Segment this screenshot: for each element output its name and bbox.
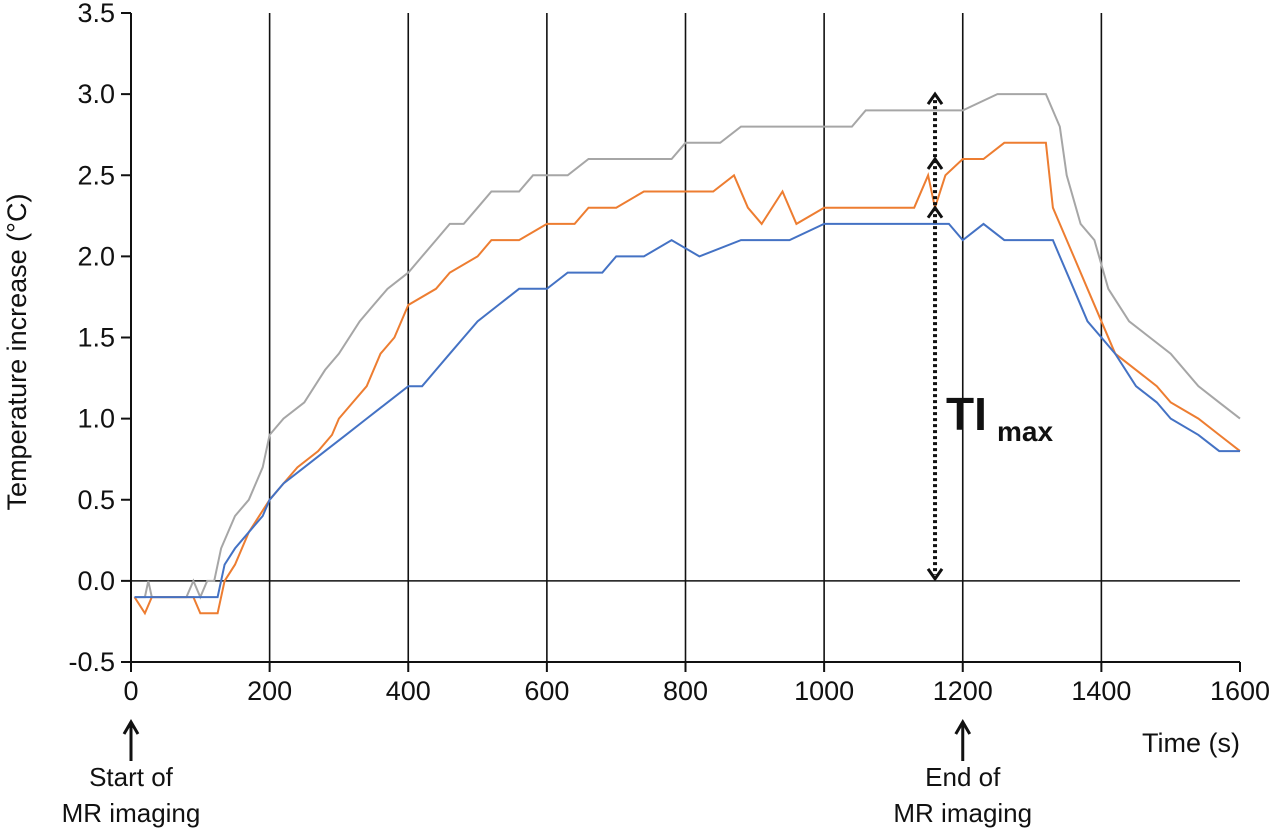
annotation-layer: TI max Start of MR imaging End of MR imaging [62, 91, 1053, 828]
series-line-1 [134, 93, 1241, 600]
x-axis-title: Time (s) [1142, 728, 1240, 758]
x-tick-label: 600 [524, 676, 569, 706]
timax-label: TI [946, 388, 987, 440]
y-tick-label: -0.5 [68, 647, 115, 677]
y-tick-label: 1.0 [77, 404, 115, 434]
end-label-line1: End of [925, 762, 1001, 792]
labels-layer: -0.5 0.0 0.5 1.0 1.5 2.0 2.5 3.0 3.5 0 200 400 600 80… [68, 0, 1270, 706]
start-label-line2: MR imaging [62, 798, 201, 828]
x-tick-label: 1600 [1210, 676, 1270, 706]
x-tick-label: 1400 [1071, 676, 1131, 706]
timax-arrowhead-up [926, 156, 944, 170]
y-tick-label: 3.0 [77, 79, 115, 109]
series-line-2 [133, 141, 1241, 616]
grid-layer [131, 13, 1240, 662]
end-label-line2: MR imaging [893, 798, 1032, 828]
x-tick-label: 1000 [794, 676, 854, 706]
y-tick-label: 0.5 [77, 485, 115, 515]
y-tick-label: 2.5 [77, 160, 115, 190]
series-line-3 [134, 222, 1240, 599]
timax-subscript: max [997, 416, 1053, 447]
timax-arrowhead-up [926, 205, 944, 219]
start-label-line1: Start of [89, 762, 174, 792]
y-tick-label: 1.5 [77, 323, 115, 353]
y-tick-label: 3.5 [77, 0, 115, 28]
x-tick-label: 200 [247, 676, 292, 706]
x-tick-label: 400 [386, 676, 431, 706]
y-axis-title: Temperature increase (°C) [2, 194, 32, 511]
axes-layer [121, 12, 1241, 672]
timax-arrowhead-down [926, 568, 944, 582]
y-tick-label: 0.0 [77, 566, 115, 596]
series-layer [133, 93, 1241, 616]
y-tick-label: 2.0 [77, 241, 115, 271]
start-marker-arrowhead [122, 719, 140, 735]
timax-arrowhead-up [926, 91, 944, 105]
x-tick-label: 800 [663, 676, 708, 706]
end-marker-arrowhead [954, 719, 972, 735]
x-tick-label: 1200 [933, 676, 993, 706]
x-tick-label: 0 [123, 676, 138, 706]
